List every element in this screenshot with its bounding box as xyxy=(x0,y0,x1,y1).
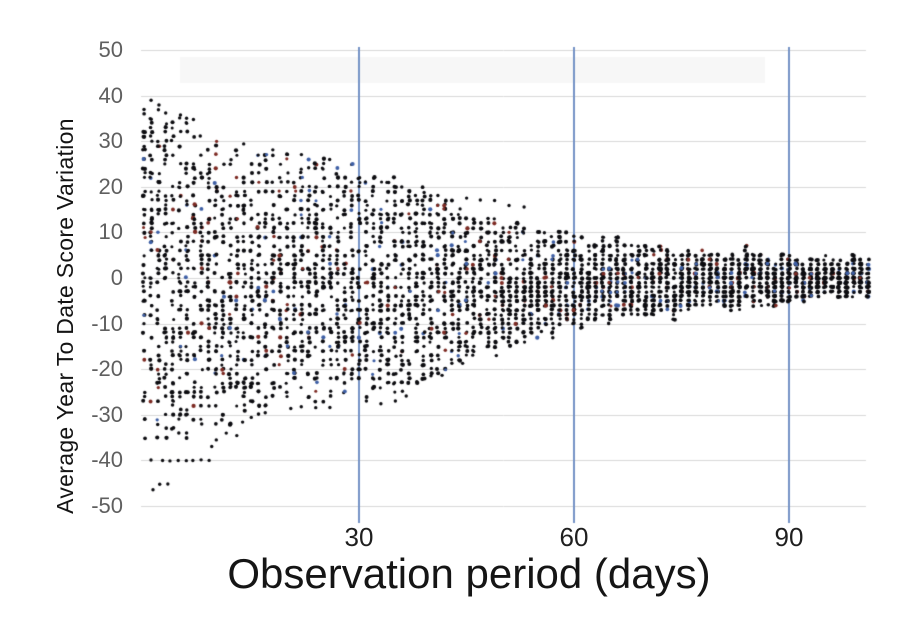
y-tick-label: 30 xyxy=(98,128,123,154)
y-tick-label: -30 xyxy=(91,401,123,427)
y-tick-label: -40 xyxy=(91,447,123,473)
y-tick-label: 40 xyxy=(98,82,123,108)
x-axis-title: Observation period (days) xyxy=(227,550,711,597)
y-tick-label: 50 xyxy=(98,37,123,62)
y-tick-label: 0 xyxy=(110,265,123,290)
y-tick-label: -50 xyxy=(91,493,123,518)
y-tick-label: -20 xyxy=(91,356,123,382)
x-tick-label: 90 xyxy=(774,522,804,552)
y-tick-label: 10 xyxy=(98,219,123,245)
y-tick-label: -10 xyxy=(91,310,123,336)
x-tick-label: 60 xyxy=(559,522,589,552)
y-tick-label: 20 xyxy=(98,173,123,199)
y-axis-title: Average Year To Date Score Variation xyxy=(52,118,78,514)
x-tick-label: 30 xyxy=(344,522,374,552)
